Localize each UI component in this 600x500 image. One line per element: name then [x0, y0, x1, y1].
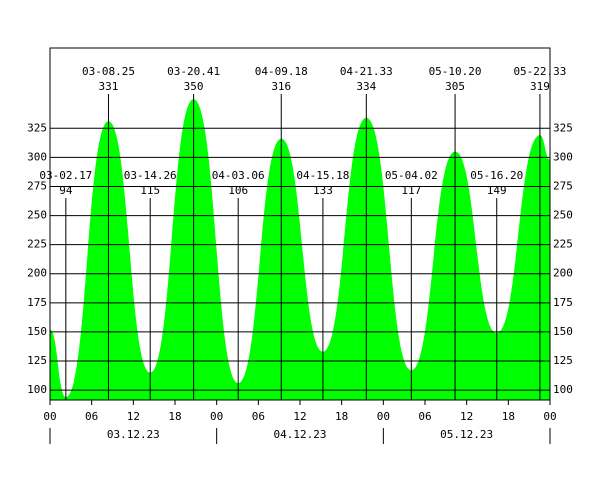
y-tick-label: 275	[27, 179, 47, 192]
time-label: 03-02.17	[39, 169, 92, 182]
y-tick-label: 100	[27, 383, 47, 396]
y-tick-label-right: 150	[553, 325, 573, 338]
value-label: 94	[59, 184, 73, 197]
time-label: 05-16.20	[470, 169, 523, 182]
x-tick-label: 00	[43, 410, 56, 423]
y-tick-label: 150	[27, 325, 47, 338]
y-tick-label-right: 275	[553, 179, 573, 192]
time-label: 03-14.26	[124, 169, 177, 182]
value-label: 305	[445, 80, 465, 93]
y-tick-label: 325	[27, 121, 47, 134]
x-tick-label: 06	[252, 410, 265, 423]
y-tick-label: 175	[27, 296, 47, 309]
x-tick-label: 12	[460, 410, 473, 423]
time-label: 05-22.33	[513, 65, 566, 78]
x-tick-label: 06	[418, 410, 431, 423]
x-tick-label: 18	[502, 410, 515, 423]
y-tick-label: 250	[27, 209, 47, 222]
x-tick-label: 00	[377, 410, 390, 423]
value-label: 319	[530, 80, 550, 93]
x-tick-label: 12	[293, 410, 306, 423]
time-label: 04-03.06	[212, 169, 265, 182]
y-tick-label-right: 125	[553, 354, 573, 367]
y-tick-label-right: 325	[553, 121, 573, 134]
y-tick-label-right: 225	[553, 238, 573, 251]
tide-area	[50, 99, 550, 400]
x-tick-label: 06	[85, 410, 98, 423]
time-label: 03-08.25	[82, 65, 135, 78]
value-label: 316	[271, 80, 291, 93]
time-label: 04-15.18	[296, 169, 349, 182]
time-label: 05-04.02	[385, 169, 438, 182]
time-label: 03-20.41	[167, 65, 220, 78]
y-tick-label: 225	[27, 238, 47, 251]
day-label: 05.12.23	[440, 428, 493, 441]
x-tick-label: 12	[127, 410, 140, 423]
y-tick-label: 200	[27, 267, 47, 280]
x-tick-label: 18	[335, 410, 348, 423]
y-tick-label-right: 250	[553, 209, 573, 222]
x-tick-label: 18	[168, 410, 181, 423]
value-label: 334	[356, 80, 376, 93]
x-tick-label: 00	[210, 410, 223, 423]
day-label: 04.12.23	[274, 428, 327, 441]
value-label: 117	[401, 184, 421, 197]
y-tick-label-right: 100	[553, 383, 573, 396]
time-label: 05-10.20	[429, 65, 482, 78]
y-tick-label: 300	[27, 150, 47, 163]
day-label: 03.12.23	[107, 428, 160, 441]
time-label: 04-09.18	[255, 65, 308, 78]
y-tick-label-right: 200	[553, 267, 573, 280]
x-tick-label: 00	[543, 410, 556, 423]
value-label: 115	[140, 184, 160, 197]
value-label: 133	[313, 184, 333, 197]
y-tick-label: 125	[27, 354, 47, 367]
value-label: 350	[184, 80, 204, 93]
y-tick-label-right: 300	[553, 150, 573, 163]
value-label: 106	[228, 184, 248, 197]
value-label: 149	[487, 184, 507, 197]
y-tick-label-right: 175	[553, 296, 573, 309]
value-label: 331	[99, 80, 119, 93]
time-label: 04-21.33	[340, 65, 393, 78]
